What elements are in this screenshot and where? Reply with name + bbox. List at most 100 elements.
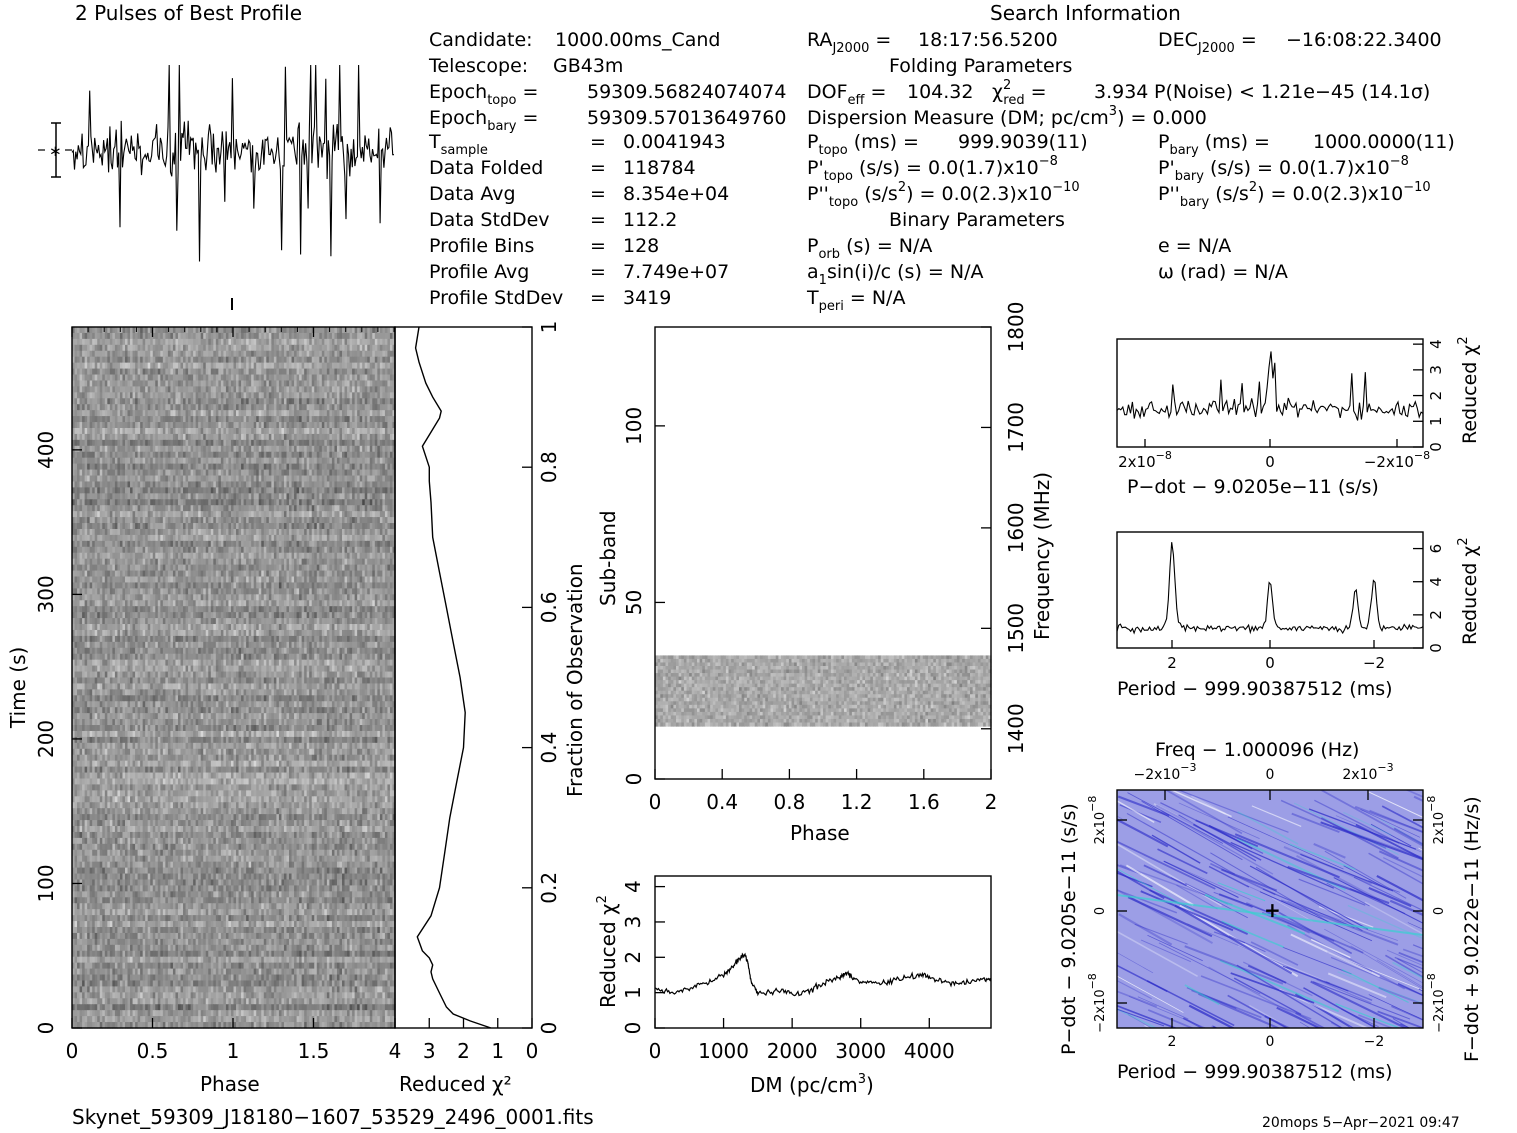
- time-phase-cell: [183, 374, 187, 382]
- time-phase-cell: [155, 398, 159, 405]
- time-phase-cell: [271, 392, 275, 399]
- time-phase-cell: [233, 422, 237, 429]
- time-phase-cell: [379, 374, 383, 382]
- time-phase-cell: [82, 422, 86, 429]
- time-phase-cell: [266, 416, 270, 423]
- time-phase-cell: [198, 386, 202, 393]
- time-phase-cell: [352, 392, 356, 399]
- time-phase-cell: [140, 338, 144, 346]
- time-phase-cell: [165, 386, 169, 393]
- time-phase-cell: [99, 392, 103, 399]
- time-phase-cell: [339, 356, 343, 364]
- time-phase-cell: [203, 380, 207, 388]
- time-phase-cell: [236, 427, 240, 435]
- time-phase-cell: [241, 356, 245, 364]
- time-phase-cell: [77, 327, 81, 334]
- time-phase-cell: [347, 398, 351, 405]
- time-phase-cell: [309, 338, 313, 346]
- time-phase-cell: [344, 344, 348, 352]
- time-phase-cell: [294, 392, 298, 399]
- time-phase-cell: [278, 338, 283, 346]
- time-phase-cell: [319, 398, 323, 405]
- time-phase-cell: [296, 398, 300, 405]
- chi2-value: 3.934: [1094, 81, 1148, 103]
- time-phase-cell: [150, 416, 154, 423]
- time-phase-cell: [127, 332, 131, 340]
- time-phase-cell: [369, 350, 373, 358]
- time-phase-cell: [77, 350, 81, 358]
- time-phase-cell: [372, 404, 376, 411]
- time-phase-cell: [140, 410, 144, 417]
- time-phase-cell: [258, 380, 262, 388]
- time-phase-cell: [299, 398, 303, 405]
- time-phase-cell: [175, 362, 179, 370]
- time-phase-cell: [369, 332, 373, 340]
- time-phase-cell: [150, 374, 154, 382]
- time-phase-cell: [185, 344, 189, 352]
- time-phase-cell: [147, 350, 151, 358]
- time-phase-cell: [349, 416, 353, 423]
- time-phase-cell: [374, 368, 378, 376]
- dec-label: DECJ2000 =: [1158, 29, 1257, 56]
- time-phase-cell: [268, 427, 272, 435]
- time-phase-cell: [172, 362, 177, 370]
- time-phase-cell: [170, 427, 174, 435]
- time-phase-cell: [145, 398, 149, 405]
- time-phase-cell: [271, 344, 275, 352]
- time-phase-cell: [314, 368, 318, 376]
- time-phase-cell: [77, 386, 81, 393]
- time-phase-cell: [225, 416, 230, 423]
- time-phase-cell: [389, 350, 394, 358]
- time-phase-cell: [72, 386, 76, 393]
- time-phase-cell: [114, 410, 119, 417]
- time-phase-cell: [165, 427, 169, 435]
- time-phase-cell: [203, 368, 207, 376]
- time-phase-cell: [167, 404, 172, 411]
- time-phase-cell: [379, 404, 383, 411]
- time-phase-cell: [114, 422, 119, 429]
- time-phase-cell: [314, 374, 318, 382]
- time-phase-cell: [301, 410, 305, 417]
- time-phase-cell: [374, 398, 378, 405]
- time-phase-cell: [213, 327, 217, 334]
- time-phase-cell: [306, 350, 310, 358]
- p-noise: P(Noise) < 1.21e−45 (14.1σ): [1154, 81, 1430, 103]
- time-phase-cell: [112, 410, 116, 417]
- time-phase-cell: [364, 392, 368, 399]
- time-phase-cell: [319, 332, 323, 340]
- time-phase-cell: [208, 356, 212, 364]
- time-phase-cell: [92, 392, 96, 399]
- time-phase-cell: [152, 410, 156, 417]
- time-phase-cell: [155, 350, 159, 358]
- time-phase-cell: [256, 392, 260, 399]
- time-phase-cell: [183, 338, 187, 346]
- time-phase-cell: [203, 327, 207, 334]
- time-phase-cell: [258, 344, 262, 352]
- time-phase-cell: [382, 386, 386, 393]
- time-phase-cell: [342, 350, 346, 358]
- time-phase-cell: [172, 368, 177, 376]
- time-phase-cell: [362, 386, 366, 393]
- time-phase-cell: [294, 410, 298, 417]
- time-phase-cell: [374, 410, 378, 417]
- time-phase-cell: [72, 374, 76, 382]
- time-phase-cell: [99, 386, 103, 393]
- time-phase-cell: [246, 344, 250, 352]
- time-phase-cell: [349, 327, 353, 334]
- time-phase-cell: [286, 332, 290, 340]
- time-phase-cell: [172, 380, 177, 388]
- time-phase-cell: [336, 356, 341, 364]
- time-phase-cell: [321, 404, 325, 411]
- time-phase-cell: [215, 374, 219, 382]
- time-phase-cell: [137, 410, 141, 417]
- time-phase-cell: [369, 374, 373, 382]
- time-phase-cell: [261, 427, 265, 435]
- time-phase-cell: [286, 356, 290, 364]
- time-phase-cell: [177, 398, 182, 405]
- time-phase-cell: [241, 362, 245, 370]
- time-phase-cell: [109, 404, 113, 411]
- time-phase-cell: [188, 392, 192, 399]
- time-phase-cell: [203, 410, 207, 417]
- time-phase-cell: [364, 338, 368, 346]
- time-phase-cell: [150, 350, 154, 358]
